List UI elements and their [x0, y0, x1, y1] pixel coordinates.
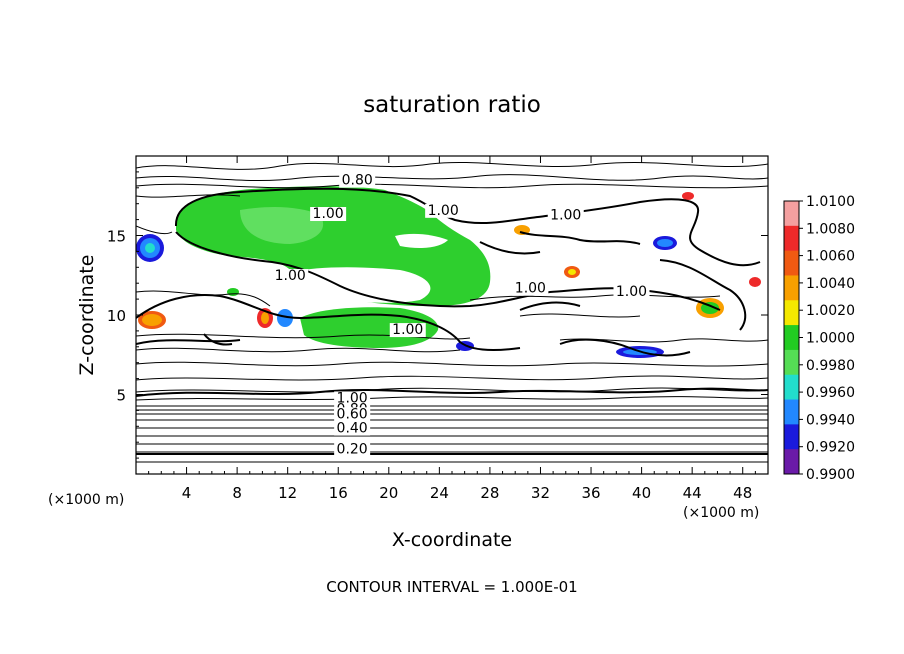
contour-label: 0.80 [342, 173, 373, 189]
x-tick-label: 40 [632, 484, 651, 502]
x-tick-label: 8 [232, 484, 242, 502]
colorbar-label: 1.0040 [806, 276, 855, 292]
contour-label: 0.40 [337, 421, 368, 437]
contour-label-bg [547, 208, 584, 223]
contour-label-bg [272, 269, 309, 284]
contour-label: 1.00 [616, 284, 647, 300]
colorbar-label: 0.9940 [806, 412, 855, 428]
x-axis: 4 8 12 16 20 24 28 32 36 40 44 48 [148, 156, 756, 502]
x-tick-label: 12 [278, 484, 297, 502]
colorbar-swatch [784, 349, 799, 376]
contour-label-bg [334, 391, 371, 406]
colorbar-swatch [784, 325, 799, 351]
colorbar-swatch [784, 449, 799, 475]
field-gap [289, 267, 431, 303]
colorbar-label: 0.9980 [806, 358, 855, 374]
contour-label-bg [613, 284, 650, 299]
colorbar-swatch [784, 300, 799, 326]
x-tick-label: 36 [581, 484, 600, 502]
x-tick-label: 16 [329, 484, 348, 502]
field-gap [395, 233, 448, 248]
y-tick-label: 15 [107, 228, 126, 246]
contour-label: 0.60 [337, 406, 368, 422]
colorbar-label: 1.0080 [806, 221, 855, 237]
x-axis-title: X-coordinate [392, 529, 512, 551]
contour-interval-note: CONTOUR INTERVAL = 1.000E-01 [326, 578, 577, 596]
x-tick-label: 44 [683, 484, 702, 502]
contour-label: 1.00 [313, 206, 344, 222]
colorbar-label: 0.9920 [806, 440, 855, 456]
y-axis-title: Z-coordinate [76, 255, 98, 376]
colorbar-swatch [784, 424, 799, 450]
x-tick-label: 48 [733, 484, 752, 502]
x-tick-label: 28 [480, 484, 499, 502]
colorbar-swatch [784, 201, 799, 227]
contour-label-bg [339, 173, 376, 188]
colorbar-label: 0.9960 [806, 385, 855, 401]
contour-label-bg [334, 407, 371, 422]
contour-label-bg [389, 323, 426, 338]
colorbar-swatch [784, 275, 799, 301]
contour-label: 1.00 [550, 208, 581, 224]
saturation-field-light [240, 207, 324, 244]
x-tick-label: 32 [531, 484, 550, 502]
contour-label: 0.20 [337, 441, 368, 457]
contour-label: 1.00 [515, 281, 546, 297]
y-tick-label: 5 [116, 387, 126, 405]
contour-label-bg [334, 421, 371, 436]
colorbar-label: 1.0060 [806, 249, 855, 265]
x-tick-label: 4 [182, 484, 192, 502]
blob-left-1 [136, 234, 164, 262]
colorbar: 1.0100 1.0080 1.0060 1.0040 1.0020 1.0000 0.99… [783, 194, 855, 483]
contour-label: 1.00 [428, 203, 459, 219]
contour-label-bg [334, 442, 371, 457]
chart-title: saturation ratio [363, 92, 541, 118]
x-tick-label: 20 [379, 484, 398, 502]
x-tick-label: 24 [430, 484, 449, 502]
blob-left-2 [138, 308, 293, 329]
plot-area: 0.801.001.001.001.001.001.001.001.000.80… [136, 161, 768, 463]
contour-label: 1.00 [392, 322, 423, 338]
y-tick-label: 10 [107, 307, 126, 325]
contour-label-bg [310, 207, 347, 222]
contour-label: 1.00 [337, 390, 368, 406]
colorbar-swatch [784, 250, 799, 276]
x-unit-left: (×1000 m) [48, 492, 124, 508]
contour-label-bg [425, 203, 462, 218]
contour-label: 1.00 [275, 268, 306, 284]
colorbar-swatch [784, 374, 799, 401]
colorbar-label: 1.0000 [806, 331, 855, 347]
x-unit-right: (×1000 m) [683, 505, 759, 521]
contour-labels: 0.801.001.001.001.001.001.001.001.000.80… [272, 173, 650, 457]
colorbar-label: 1.0100 [806, 194, 855, 210]
y-axis: 5 10 15 [107, 171, 768, 459]
colorbar-label: 1.0020 [806, 303, 855, 319]
contour-lines [136, 161, 768, 463]
colorbar-label: 0.9900 [806, 467, 855, 483]
contour-label-bg [512, 281, 549, 296]
colorbar-swatch [784, 399, 799, 425]
colorbar-swatch [784, 225, 799, 252]
